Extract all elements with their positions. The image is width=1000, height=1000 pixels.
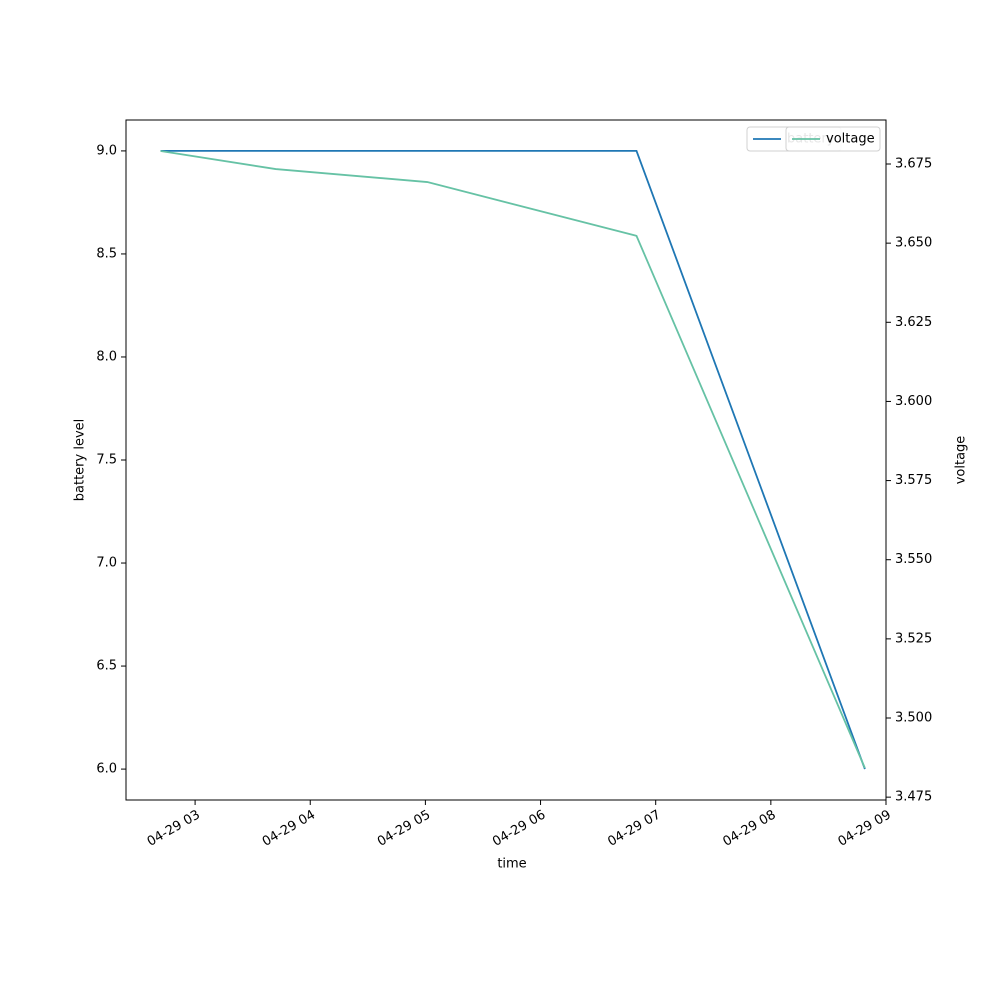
plot-frame — [125, 119, 887, 801]
y2-tick-label: 3.650 — [895, 236, 932, 251]
x-tick-label: 04-29 05 — [375, 808, 433, 850]
y-axis-label: battery level — [73, 419, 88, 502]
y2-tick-label: 3.550 — [895, 552, 932, 567]
legend: voltage — [785, 126, 881, 152]
x-tick-label: 04-29 04 — [260, 808, 318, 850]
x-tick-label: 04-29 09 — [836, 808, 894, 850]
line-series — [160, 150, 866, 769]
legend-label: voltage — [826, 132, 875, 147]
x-axis-label: time — [497, 857, 526, 872]
legend-box — [785, 126, 881, 152]
line-series — [160, 150, 866, 770]
y2-tick-label: 3.525 — [895, 631, 932, 646]
y-tick-label: 6.5 — [96, 659, 117, 674]
y2-tick-label: 3.575 — [895, 473, 932, 488]
y2-tick-label: 3.500 — [895, 711, 932, 726]
y2-tick-label: 3.625 — [895, 315, 932, 330]
y2-tick-label: 3.475 — [895, 790, 932, 805]
y2-tick-label: 3.675 — [895, 157, 932, 172]
y2-tick-label: 3.600 — [895, 394, 932, 409]
y-tick-label: 6.0 — [96, 762, 117, 777]
y-tick-label: 8.5 — [96, 246, 117, 261]
y2-axis-label: voltage — [954, 436, 969, 485]
y-tick-label: 9.0 — [96, 143, 117, 158]
x-tick-label: 04-29 08 — [720, 808, 778, 850]
x-tick-label: 04-29 06 — [490, 808, 548, 850]
y-tick-label: 7.0 — [96, 556, 117, 571]
y-tick-label: 8.0 — [96, 349, 117, 364]
x-tick-label: 04-29 03 — [145, 808, 203, 850]
x-tick-label: 04-29 07 — [605, 808, 663, 850]
y-tick-label: 7.5 — [96, 453, 117, 468]
